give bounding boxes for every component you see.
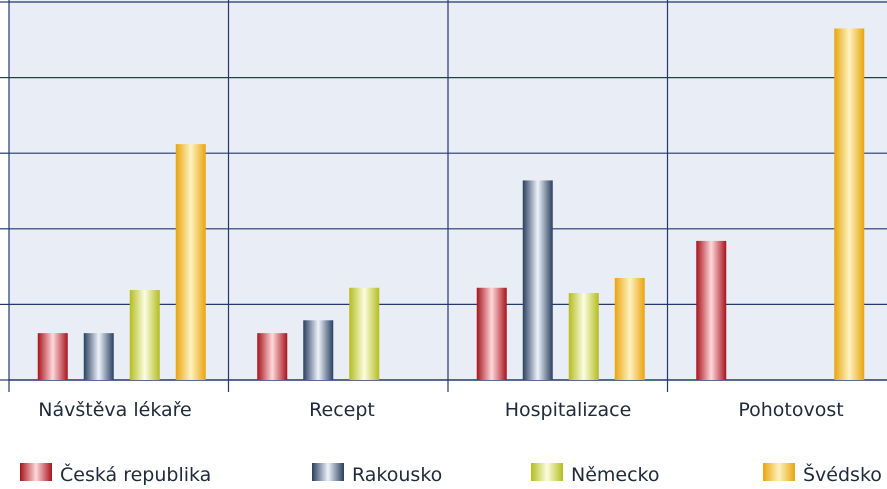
bar-navsteva-lekare-nemecko (129, 290, 160, 380)
category-label-hospitalizace: Hospitalizace (505, 399, 632, 421)
bar-recept-ceska-republika (257, 333, 288, 380)
legend-swatch-svedsko (763, 463, 795, 481)
bar-recept-rakousko (303, 320, 334, 380)
legend-label-nemecko: Německo (571, 464, 660, 486)
bar-recept-nemecko (349, 287, 380, 380)
bar-pohotovost-svedsko (834, 28, 865, 381)
bar-hospitalizace-nemecko (568, 293, 599, 380)
bar-hospitalizace-ceska-republika (476, 287, 507, 380)
legend-label-ceska-republika: Česká republika (60, 462, 211, 486)
bar-hospitalizace-rakousko (522, 180, 553, 380)
category-label-pohotovost: Pohotovost (738, 399, 843, 421)
bar-navsteva-lekare-svedsko (175, 144, 206, 380)
category-label-recept: Recept (309, 399, 375, 421)
bar-navsteva-lekare-ceska-republika (37, 333, 68, 380)
legend-label-rakousko: Rakousko (352, 464, 442, 486)
category-label-navsteva-lekare: Návštěva lékaře (38, 399, 191, 421)
legend-swatch-rakousko (312, 463, 344, 481)
legend-swatch-nemecko (531, 463, 563, 481)
bar-navsteva-lekare-rakousko (83, 333, 114, 380)
bars (37, 28, 865, 381)
bar-pohotovost-ceska-republika (696, 240, 727, 380)
legend-label-svedsko: Švédsko (803, 462, 882, 486)
legend: Česká republika Rakousko Německo Švédsko (20, 462, 882, 486)
legend-swatch-ceska-republika (20, 463, 52, 481)
category-labels: Návštěva lékaře Recept Hospitalizace Poh… (38, 399, 843, 421)
bar-hospitalizace-svedsko (614, 277, 645, 380)
